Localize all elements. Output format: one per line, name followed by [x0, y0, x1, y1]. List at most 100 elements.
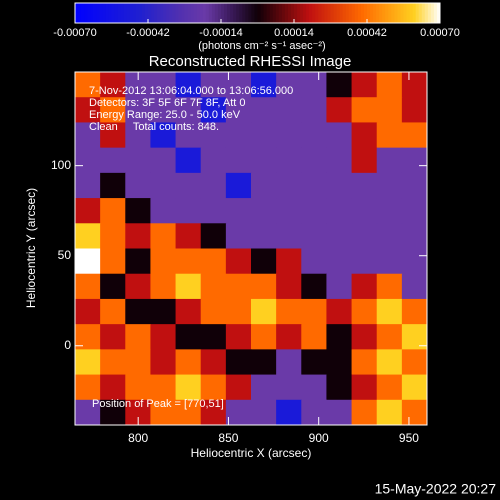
heat-cell: [150, 248, 177, 275]
colorbar-swatch: [436, 3, 441, 23]
annotation: Detectors: 3F 5F 6F 7F 8F, Att 0: [89, 97, 246, 109]
heat-cell: [200, 298, 227, 325]
colorbar-swatch: [78, 3, 82, 23]
heat-cell: [276, 349, 302, 376]
colorbar-swatch: [123, 3, 128, 23]
heat-cell: [75, 97, 101, 123]
heat-cell: [401, 248, 428, 275]
heat-cell: [175, 97, 202, 123]
heat-cell: [351, 374, 378, 401]
heat-cell: [251, 349, 277, 376]
heat-cell: [125, 172, 151, 199]
heatmap: [75, 72, 428, 426]
heat-cell: [225, 349, 252, 376]
heat-cell: [351, 298, 378, 325]
heat-cell: [150, 172, 177, 199]
heat-cell: [401, 273, 428, 300]
colorbar-tick-label: 0.00070: [420, 27, 460, 39]
colorbar-swatch: [306, 3, 310, 23]
colorbar-swatch: [166, 3, 170, 23]
heat-cell: [326, 349, 353, 376]
colorbar-swatch: [248, 3, 252, 23]
heat-cell: [75, 122, 101, 149]
colorbar-swatch: [312, 3, 316, 23]
colorbar-swatch: [348, 3, 353, 23]
heat-cell: [200, 248, 227, 275]
heat-cell: [376, 172, 403, 199]
heat-cell: [401, 349, 428, 376]
heat-cell: [175, 399, 202, 426]
heat-cell: [401, 97, 428, 123]
heat-cell: [225, 223, 252, 249]
heat-cell: [301, 223, 327, 249]
heat-cell: [200, 147, 227, 174]
heat-cell: [100, 198, 126, 224]
heat-cell: [150, 298, 177, 325]
heat-cell: [276, 374, 302, 401]
colorbar-swatch: [388, 3, 392, 23]
colorbar-swatch: [245, 3, 249, 23]
heat-cell: [100, 223, 126, 249]
heat-cell: [150, 147, 177, 174]
colorbar-swatch: [132, 3, 137, 23]
colorbar-swatch: [303, 3, 307, 23]
heat-cell: [100, 273, 126, 300]
heat-cell: [125, 147, 151, 174]
heat-cell: [150, 374, 177, 401]
heat-cell: [276, 72, 302, 98]
heat-cell: [276, 223, 302, 249]
colorbar-swatch: [300, 3, 304, 23]
colorbar-swatch: [327, 3, 331, 23]
colorbar-swatch: [391, 3, 395, 23]
heat-cell: [351, 97, 378, 123]
colorbar-swatch: [190, 3, 195, 23]
colorbar-swatch: [351, 3, 356, 23]
colorbar-swatch: [81, 3, 85, 23]
colorbar-swatch: [90, 3, 94, 23]
heat-cell: [376, 324, 403, 350]
colorbar-swatch: [96, 3, 100, 23]
heat-cell: [200, 324, 227, 350]
footer-date: 15-May-2022 20:27: [375, 481, 497, 497]
colorbar-swatch: [135, 3, 140, 23]
heat-cell: [251, 223, 277, 249]
peak-label: Position of Peak = [770,51]: [92, 398, 224, 410]
colorbar-swatch: [272, 3, 277, 23]
heat-cell: [401, 198, 428, 224]
heat-cell: [125, 248, 151, 275]
colorbar-swatch: [163, 3, 167, 23]
heat-cell: [175, 248, 202, 275]
heat-cell: [301, 97, 327, 123]
heat-cell: [225, 248, 252, 275]
colorbar-swatch: [406, 3, 411, 23]
colorbar-swatch: [87, 3, 91, 23]
heat-cell: [251, 248, 277, 275]
y-tick-label: 100: [51, 158, 71, 172]
colorbar-swatch: [129, 3, 134, 23]
colorbar-swatch: [160, 3, 164, 23]
heat-cell: [376, 198, 403, 224]
heat-cell: [150, 122, 177, 149]
heat-cell: [301, 172, 327, 199]
colorbar-swatch: [275, 3, 280, 23]
heat-cell: [326, 248, 353, 275]
heat-cell: [351, 273, 378, 300]
colorbar-swatch: [105, 3, 109, 23]
heat-cell: [276, 147, 302, 174]
colorbar-swatch: [424, 3, 429, 23]
colorbar-swatch: [342, 3, 347, 23]
colorbar-swatch: [196, 3, 201, 23]
heat-cell: [326, 399, 353, 426]
colorbar-swatch: [339, 3, 344, 23]
colorbar-swatch: [379, 3, 383, 23]
heat-cell: [175, 374, 202, 401]
heat-cell: [376, 223, 403, 249]
x-tick-label: 900: [309, 431, 329, 445]
heat-cell: [150, 349, 177, 376]
heat-cell: [200, 172, 227, 199]
heat-cell: [326, 122, 353, 149]
heat-cell: [200, 399, 227, 426]
colorbar-swatch: [427, 3, 432, 23]
colorbar-swatch: [141, 3, 146, 23]
colorbar-tick-label: -0.00042: [126, 27, 169, 39]
